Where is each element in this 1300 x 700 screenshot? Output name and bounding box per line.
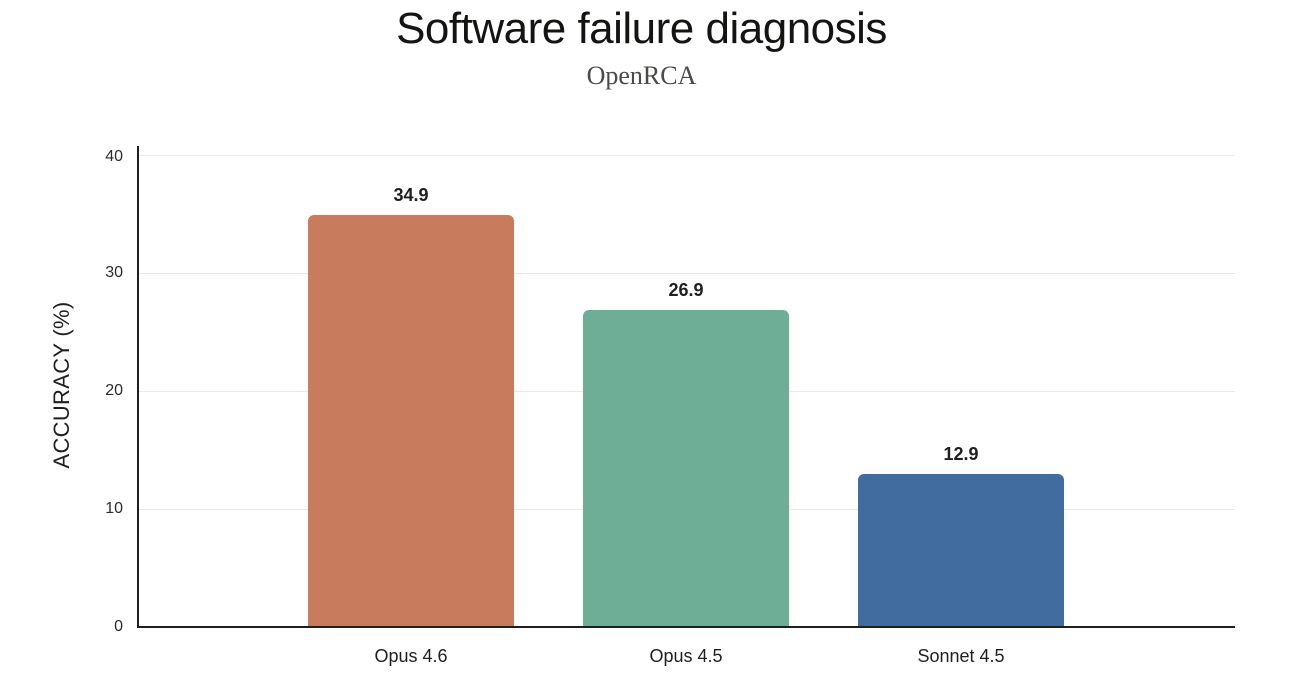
- chart-subtitle: OpenRCA: [586, 61, 697, 90]
- y-tick-20: 20: [105, 382, 123, 399]
- y-tick-10: 10: [105, 500, 123, 517]
- y-axis-line: [137, 146, 139, 627]
- bar-sonnet-4-5: [858, 474, 1064, 627]
- chart-title: Software failure diagnosis: [396, 4, 887, 53]
- x-tick-sonnet-4-5: Sonnet 4.5: [917, 646, 1005, 666]
- plot-area: [137, 146, 1235, 628]
- y-tick-0: 0: [114, 618, 123, 635]
- bar-opus-4-5: [583, 310, 789, 627]
- bar-value-opus-4-5: 26.9: [668, 280, 704, 300]
- x-tick-opus-4-6: Opus 4.6: [374, 646, 448, 666]
- bar-value-sonnet-4-5: 12.9: [943, 444, 979, 464]
- y-tick-40: 40: [105, 148, 123, 165]
- bar-value-opus-4-6: 34.9: [393, 185, 429, 205]
- x-axis-line: [137, 626, 1235, 628]
- y-tick-30: 30: [105, 264, 123, 281]
- bar-opus-4-6: [308, 215, 514, 627]
- gridline-40: [137, 155, 1235, 156]
- x-tick-opus-4-5: Opus 4.5: [649, 646, 723, 666]
- gridline-30: [137, 273, 1235, 274]
